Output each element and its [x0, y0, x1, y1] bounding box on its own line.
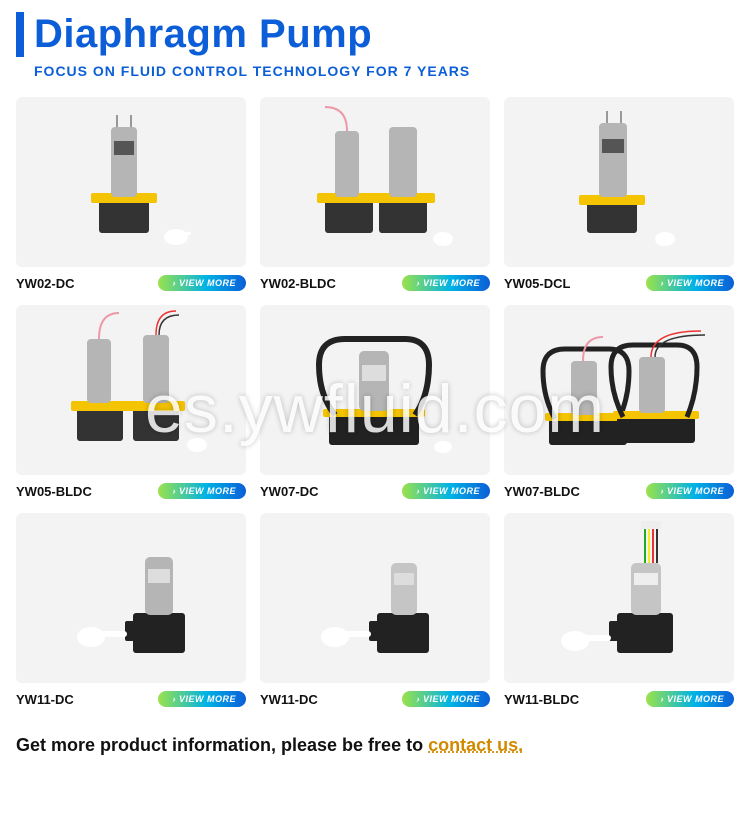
page-subtitle: FOCUS ON FLUID CONTROL TECHNOLOGY FOR 7 … [16, 63, 734, 79]
product-card-footer: YW02-BLDC › VIEW MORE [260, 275, 490, 291]
view-more-label: VIEW MORE [179, 694, 236, 704]
view-more-label: VIEW MORE [423, 486, 480, 496]
pump-illustration [260, 97, 490, 267]
product-card-footer: YW11-DC › VIEW MORE [16, 691, 246, 707]
pump-illustration [16, 97, 246, 267]
product-model-label: YW05-BLDC [16, 484, 92, 499]
product-card-footer: YW11-DC › VIEW MORE [260, 691, 490, 707]
product-card-footer: YW02-DC › VIEW MORE [16, 275, 246, 291]
chevron-icon: › [416, 694, 420, 704]
view-more-button[interactable]: › VIEW MORE [158, 275, 246, 291]
chevron-icon: › [416, 278, 420, 288]
view-more-button[interactable]: › VIEW MORE [402, 483, 490, 499]
view-more-button[interactable]: › VIEW MORE [646, 691, 734, 707]
pump-illustration [260, 513, 490, 683]
view-more-button[interactable]: › VIEW MORE [646, 483, 734, 499]
product-card-footer: YW05-DCL › VIEW MORE [504, 275, 734, 291]
view-more-label: VIEW MORE [179, 278, 236, 288]
product-card: YW07-DC › VIEW MORE [260, 305, 490, 499]
product-card: YW05-BLDC › VIEW MORE [16, 305, 246, 499]
view-more-button[interactable]: › VIEW MORE [158, 483, 246, 499]
product-thumbnail[interactable] [16, 513, 246, 683]
page-header: Diaphragm Pump [16, 12, 734, 57]
chevron-icon: › [416, 486, 420, 496]
product-thumbnail[interactable] [16, 305, 246, 475]
chevron-icon: › [172, 694, 176, 704]
chevron-icon: › [660, 278, 664, 288]
product-card: YW11-DC › VIEW MORE [16, 513, 246, 707]
product-card: YW05-DCL › VIEW MORE [504, 97, 734, 291]
product-card: YW02-BLDC › VIEW MORE [260, 97, 490, 291]
product-card: YW11-DC › VIEW MORE [260, 513, 490, 707]
pump-illustration [504, 305, 734, 475]
product-model-label: YW05-DCL [504, 276, 570, 291]
pump-illustration [16, 305, 246, 475]
pump-illustration [260, 305, 490, 475]
product-model-label: YW11-DC [16, 692, 74, 707]
product-card-footer: YW07-BLDC › VIEW MORE [504, 483, 734, 499]
product-card-footer: YW11-BLDC › VIEW MORE [504, 691, 734, 707]
view-more-button[interactable]: › VIEW MORE [402, 691, 490, 707]
pump-illustration [16, 513, 246, 683]
view-more-label: VIEW MORE [667, 278, 724, 288]
page-title: Diaphragm Pump [34, 12, 734, 57]
view-more-button[interactable]: › VIEW MORE [402, 275, 490, 291]
chevron-icon: › [172, 486, 176, 496]
product-card: YW02-DC › VIEW MORE [16, 97, 246, 291]
chevron-icon: › [172, 278, 176, 288]
product-grid: YW02-DC › VIEW MORE YW02-BLDC [16, 97, 734, 707]
product-thumbnail[interactable] [504, 305, 734, 475]
product-thumbnail[interactable] [260, 97, 490, 267]
view-more-button[interactable]: › VIEW MORE [158, 691, 246, 707]
product-thumbnail[interactable] [260, 305, 490, 475]
view-more-button[interactable]: › VIEW MORE [646, 275, 734, 291]
view-more-label: VIEW MORE [179, 486, 236, 496]
chevron-icon: › [660, 486, 664, 496]
product-thumbnail[interactable] [504, 513, 734, 683]
product-thumbnail[interactable] [260, 513, 490, 683]
product-model-label: YW11-BLDC [504, 692, 579, 707]
pump-illustration [504, 513, 734, 683]
view-more-label: VIEW MORE [423, 694, 480, 704]
product-card-footer: YW07-DC › VIEW MORE [260, 483, 490, 499]
product-thumbnail[interactable] [504, 97, 734, 267]
product-card: YW11-BLDC › VIEW MORE [504, 513, 734, 707]
product-card: YW07-BLDC › VIEW MORE [504, 305, 734, 499]
footer-cta: Get more product information, please be … [16, 735, 734, 756]
footer-pre-text: Get more product information, please be … [16, 735, 428, 755]
contact-link[interactable]: contact us. [428, 735, 523, 755]
view-more-label: VIEW MORE [423, 278, 480, 288]
view-more-label: VIEW MORE [667, 694, 724, 704]
product-model-label: YW07-BLDC [504, 484, 580, 499]
product-model-label: YW02-DC [16, 276, 75, 291]
pump-illustration [504, 97, 734, 267]
product-model-label: YW11-DC [260, 692, 318, 707]
view-more-label: VIEW MORE [667, 486, 724, 496]
product-model-label: YW02-BLDC [260, 276, 336, 291]
product-model-label: YW07-DC [260, 484, 319, 499]
chevron-icon: › [660, 694, 664, 704]
product-card-footer: YW05-BLDC › VIEW MORE [16, 483, 246, 499]
product-thumbnail[interactable] [16, 97, 246, 267]
